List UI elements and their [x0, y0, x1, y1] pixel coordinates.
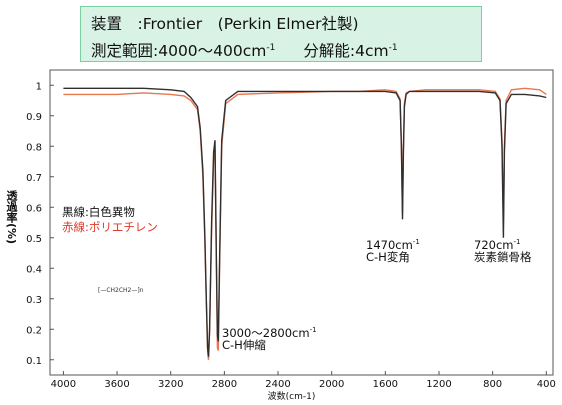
x-tick-label: 4000 — [51, 379, 76, 390]
polymer-formula: [—CH2CH2—]n — [98, 287, 144, 294]
y-tick-label: 0.6 — [26, 203, 42, 214]
x-tick-label: 3600 — [104, 379, 129, 390]
resolution-text: 分解能:4cm — [303, 42, 389, 61]
series-layer — [63, 87, 547, 360]
legend-black-series: 黒線:白色異物 — [62, 205, 135, 219]
x-tick-label: 1200 — [426, 379, 451, 390]
x-tick-label: 2000 — [319, 379, 344, 390]
ch-bend-label: 1470cm-1 — [366, 235, 420, 252]
ch-stretch-wavenumber: 3000～2800cm — [222, 325, 310, 340]
y-tick-label: 0.4 — [26, 264, 42, 275]
rocking-sup: -1 — [513, 238, 521, 246]
x-tick-label: 2800 — [212, 379, 237, 390]
y-tick-label: 0.8 — [26, 142, 42, 153]
plot-frame — [49, 69, 554, 376]
resolution-superscript: -1 — [388, 43, 398, 53]
x-tick-label: 2400 — [265, 379, 290, 390]
ch-stretch-label: 3000～2800cm-1 — [222, 323, 317, 340]
x-axis-label: 波数(cm-1) — [268, 390, 316, 402]
y-tick-label: 0.9 — [26, 112, 42, 123]
device-line: 装置 :Frontier (Perkin Elmer社製) — [91, 15, 359, 33]
instrument-info-box: 装置 :Frontier (Perkin Elmer社製) 測定範囲:4000～… — [80, 6, 482, 62]
x-tick-label: 800 — [483, 379, 502, 390]
rocking-label: 720cm-1 — [474, 235, 520, 252]
x-tick-label: 400 — [537, 379, 556, 390]
legend-red-series: 赤線:ポリエチレン — [62, 220, 158, 234]
y-tick-label: 0.7 — [26, 173, 42, 184]
rocking-wavenumber: 720cm — [474, 237, 514, 252]
ch-bend-name: C-H変角 — [366, 250, 410, 264]
range-text: 測定範囲:4000～400cm — [91, 42, 267, 61]
ch-bend-sup: -1 — [412, 238, 420, 246]
y-tick-label: 0.5 — [26, 234, 42, 245]
y-axis-label: 透過率(%) — [5, 190, 18, 245]
y-tick-label: 1 — [36, 81, 42, 92]
x-tick-label: 1600 — [373, 379, 398, 390]
ch-stretch-name: C-H伸縮 — [222, 338, 266, 352]
x-tick-label: 3200 — [158, 379, 183, 390]
y-tick-label: 0.1 — [26, 356, 42, 367]
rocking-name: 炭素鎖骨格 — [474, 250, 532, 264]
measurement-line: 測定範囲:4000～400cm-1 分解能:4cm-1 — [91, 36, 471, 63]
y-tick-label: 0.3 — [26, 295, 42, 306]
ch-bend-wavenumber: 1470cm — [366, 237, 413, 252]
ch-stretch-sup: -1 — [309, 326, 317, 334]
series-line-0 — [63, 87, 547, 357]
range-superscript: -1 — [266, 43, 276, 53]
y-tick-label: 0.2 — [26, 325, 42, 336]
chart-axes: 0.1 0.2 0.3 0.4 0.5 0.6 0.7 0.8 0.9 1 4000 3600 3200… — [26, 69, 556, 402]
